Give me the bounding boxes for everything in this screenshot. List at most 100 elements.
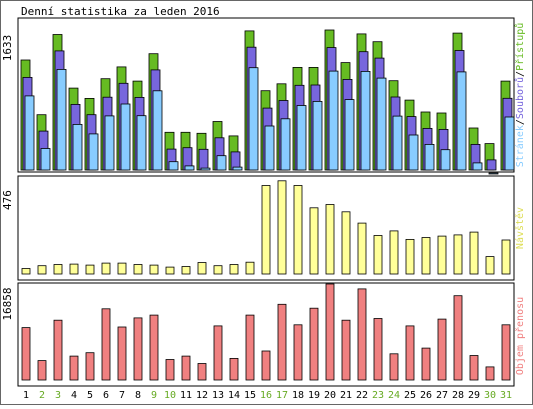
- xtick-day-23: 23: [372, 390, 384, 401]
- bar-panel2-25: [405, 238, 415, 275]
- bar-panel2-20: [325, 204, 335, 275]
- bar-panel2-13: [213, 265, 223, 275]
- bar-panel2-6: [101, 262, 111, 275]
- xtick-day-20: 20: [324, 390, 336, 401]
- bar-panel2-12: [197, 262, 207, 275]
- bar-strnek-22: [360, 71, 371, 171]
- bar-panel3-7: [117, 326, 127, 381]
- bar-strnek-14: [232, 166, 243, 171]
- xtick-day-24: 24: [388, 390, 400, 401]
- bar-panel2-23: [373, 235, 383, 275]
- bar-strnek-10: [168, 161, 179, 171]
- xtick-day-17: 17: [276, 390, 288, 401]
- xtick-day-19: 19: [308, 390, 320, 401]
- bar-panel2-9: [149, 264, 159, 275]
- bar-panel2-16: [261, 185, 271, 275]
- bar-strnek-8: [136, 115, 147, 171]
- xtick-day-30: 30: [484, 390, 496, 401]
- bar-strnek-5: [88, 133, 99, 171]
- xtick-day-31: 31: [500, 390, 512, 401]
- bar-strnek-17: [280, 118, 291, 171]
- chart-title: Denní statistika za leden 2016: [21, 5, 220, 18]
- bar-panel3-3: [53, 319, 63, 381]
- ylabel-panel3: Objem přenosu: [514, 297, 526, 375]
- bar-panel3-30: [485, 366, 495, 381]
- ylabel-panel1: Stránek/Souborů/Přístupů: [514, 23, 526, 168]
- bar-panel3-17: [277, 303, 287, 381]
- bar-strnek-24: [392, 115, 403, 171]
- bar-panel3-26: [421, 347, 431, 381]
- bar-panel2-1: [21, 268, 31, 275]
- bar-panel2-30: [485, 256, 495, 275]
- bar-panel3-24: [389, 353, 399, 381]
- panel-frame-3: [17, 282, 515, 387]
- bar-panel2-11: [181, 266, 191, 275]
- xtick-day-26: 26: [420, 390, 432, 401]
- xtick-day-21: 21: [340, 390, 352, 401]
- bar-strnek-25: [408, 134, 419, 171]
- xtick-day-18: 18: [292, 390, 304, 401]
- xtick-day-25: 25: [404, 390, 416, 401]
- xtick-day-2: 2: [39, 390, 45, 401]
- bar-panel3-5: [85, 352, 95, 381]
- bar-panel2-28: [453, 234, 463, 275]
- xtick-day-22: 22: [356, 390, 368, 401]
- bar-panel2-26: [421, 237, 431, 275]
- bar-panel3-1: [21, 327, 31, 381]
- bar-strnek-29: [472, 162, 483, 171]
- bar-panel2-4: [69, 263, 79, 275]
- bar-panel3-23: [373, 318, 383, 381]
- bar-panel3-25: [405, 325, 415, 381]
- bar-strnek-19: [312, 101, 323, 171]
- bar-panel2-7: [117, 262, 127, 275]
- bar-strnek-9: [152, 90, 163, 171]
- bar-strnek-11: [184, 165, 195, 171]
- bar-strnek-12: [200, 167, 211, 171]
- ylabel-panel2: Návštěv: [514, 207, 526, 249]
- bar-panel2-22: [357, 222, 367, 275]
- bar-soubor-12: [198, 148, 209, 171]
- ytick-max-panel1: 1633: [1, 35, 14, 62]
- ytick-max-panel3: 16858: [1, 287, 14, 320]
- xtick-day-7: 7: [119, 390, 125, 401]
- bar-panel2-31: [501, 239, 511, 275]
- xtick-day-28: 28: [452, 390, 464, 401]
- bar-strnek-20: [328, 70, 339, 171]
- bar-strnek-7: [120, 103, 131, 171]
- bar-panel3-19: [309, 307, 319, 381]
- bar-strnek-6: [104, 115, 115, 171]
- xtick-day-15: 15: [244, 390, 256, 401]
- bar-strnek-16: [264, 125, 275, 171]
- bar-panel2-2: [37, 265, 47, 275]
- bar-panel2-17: [277, 180, 287, 275]
- xtick-day-12: 12: [196, 390, 208, 401]
- bar-strnek-1: [24, 95, 35, 171]
- bar-panel3-29: [469, 355, 479, 381]
- bar-panel2-15: [245, 261, 255, 275]
- bar-panel2-29: [469, 231, 479, 275]
- ytick-max-panel2: 476: [1, 190, 14, 210]
- bar-panel3-10: [165, 359, 175, 381]
- bar-panel3-20: [325, 283, 335, 381]
- bar-strnek-27: [440, 149, 451, 171]
- bar-strnek-3: [56, 69, 67, 171]
- bar-panel3-18: [293, 324, 303, 381]
- bar-soubor-30: [486, 159, 497, 171]
- ylabel-part-1: Souborů: [514, 77, 526, 119]
- bar-panel3-21: [341, 319, 351, 381]
- xtick-day-5: 5: [87, 390, 93, 401]
- bar-panel3-12: [197, 363, 207, 381]
- bar-panel3-16: [261, 350, 271, 381]
- bar-panel3-22: [357, 288, 367, 381]
- bar-panel3-9: [149, 314, 159, 381]
- bar-panel3-27: [437, 318, 447, 381]
- xtick-day-3: 3: [55, 390, 61, 401]
- xtick-day-16: 16: [260, 390, 272, 401]
- xtick-day-11: 11: [180, 390, 192, 401]
- bar-panel3-11: [181, 355, 191, 381]
- bar-panel2-14: [229, 264, 239, 275]
- xtick-day-1: 1: [23, 390, 29, 401]
- xtick-day-14: 14: [228, 390, 240, 401]
- bar-panel2-27: [437, 235, 447, 275]
